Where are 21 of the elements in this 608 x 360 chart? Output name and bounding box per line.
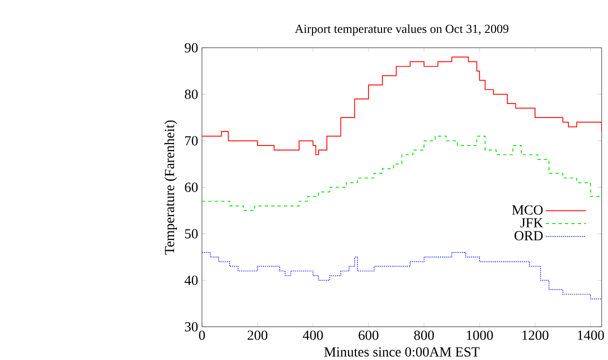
x-tick-label: 600 [358, 330, 378, 340]
legend-label: ORD [514, 230, 543, 240]
y-tick-label: 70 [185, 136, 198, 146]
y-tick-label: 80 [184, 90, 198, 99]
y-tick-label: 40 [184, 276, 198, 285]
chart-title: Airport temperature values on Oct 31, 2009 [294, 24, 508, 36]
y-tick-label: 60 [184, 182, 198, 192]
x-tick-label: 1000 [466, 330, 493, 340]
y-tick-label: 30 [185, 322, 198, 332]
legend-label: MCO [512, 205, 543, 215]
x-axis-title: Minutes since 0:00AM EST [324, 347, 480, 357]
y-axis-title: Temperature (Farenheit) [164, 120, 178, 254]
x-tick-label: 400 [302, 330, 323, 340]
x-tick-label: 0 [199, 330, 205, 340]
legend-label: JFK [520, 218, 544, 228]
x-tick-label: 1200 [522, 330, 548, 340]
x-tick-label: 200 [248, 330, 268, 340]
y-tick-label: 90 [184, 43, 198, 52]
y-tick-label: 50 [185, 229, 198, 238]
x-tick-label: 1400 [578, 330, 604, 340]
x-tick-label: 800 [414, 330, 434, 340]
